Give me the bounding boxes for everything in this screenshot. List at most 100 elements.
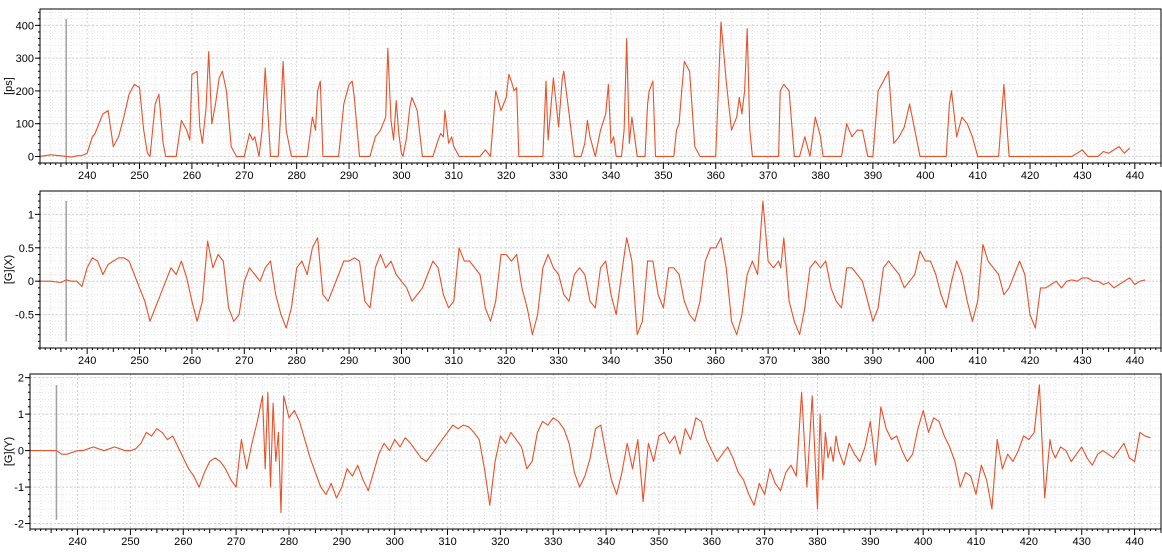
x-tick-label: 420	[1021, 355, 1039, 367]
y-tick-label: 0	[28, 276, 34, 288]
x-tick-label: 400	[914, 536, 932, 548]
x-tick-label: 340	[597, 536, 615, 548]
x-tick-label: 250	[130, 355, 148, 367]
x-tick-label: 270	[235, 355, 253, 367]
series-line	[30, 384, 1151, 514]
x-tick-label: 290	[340, 170, 358, 182]
x-tick-label: 310	[445, 170, 463, 182]
y-tick-label: 2	[18, 373, 24, 385]
x-tick-label: 240	[68, 536, 86, 548]
x-tick-label: 330	[549, 170, 567, 182]
x-tick-label: 350	[650, 536, 668, 548]
x-tick-label: 250	[121, 536, 139, 548]
plot-frame	[29, 373, 1162, 530]
x-ticks: 240 250 260 270 280 290 300 310 320 330 340 350 360 3…	[39, 348, 1162, 367]
series-line	[40, 200, 1146, 336]
x-tick-label: 390	[864, 170, 882, 182]
y-axis-title: [G](X)	[3, 255, 15, 284]
plot-frame	[39, 190, 1162, 349]
x-tick-label: 360	[707, 355, 725, 367]
x-tick-label: 380	[811, 170, 829, 182]
x-tick-label: 270	[235, 170, 253, 182]
x-tick-label: 290	[340, 355, 358, 367]
chart-panel-1: 240 250 260 270 280 290 300 310 320 330 340 350 360 3…	[3, 8, 1162, 182]
chart-panel-2: 240 250 260 270 280 290 300 310 320 330 340 350 360 3…	[3, 190, 1162, 367]
x-tick-label: 440	[1125, 536, 1143, 548]
x-tick-label: 420	[1021, 170, 1039, 182]
x-tick-label: 380	[811, 355, 829, 367]
x-tick-label: 240	[78, 170, 96, 182]
x-tick-label: 410	[967, 536, 985, 548]
x-tick-label: 310	[438, 536, 456, 548]
x-tick-label: 310	[445, 355, 463, 367]
y-tick-label: 1	[28, 209, 34, 221]
x-tick-label: 290	[333, 536, 351, 548]
x-tick-label: 380	[808, 536, 826, 548]
x-tick-label: 430	[1073, 536, 1091, 548]
x-tick-label: 390	[864, 355, 882, 367]
x-tick-label: 370	[759, 170, 777, 182]
x-tick-label: 360	[707, 170, 725, 182]
x-tick-label: 370	[759, 355, 777, 367]
y-axis-title: [ps]	[3, 77, 15, 95]
x-tick-label: 270	[227, 536, 245, 548]
y-axis-title: [G](Y)	[3, 437, 15, 466]
plot-area	[40, 9, 1161, 163]
x-tick-label: 260	[183, 170, 201, 182]
x-tick-label: 330	[544, 536, 562, 548]
x-tick-label: 430	[1073, 355, 1091, 367]
x-tick-label: 320	[491, 536, 509, 548]
y-ticks: 0 100 200 300 400	[16, 11, 40, 164]
y-ticks: -2 -1 0 1 2	[14, 373, 30, 531]
y-tick-label: 100	[16, 119, 34, 131]
x-tick-label: 400	[916, 355, 934, 367]
major-grid	[40, 9, 1161, 163]
x-tick-label: 410	[968, 355, 986, 367]
x-tick-label: 300	[392, 355, 410, 367]
x-tick-label: 440	[1126, 170, 1144, 182]
y-tick-label: 0	[28, 151, 34, 163]
minor-grid	[29, 374, 1162, 529]
x-tick-label: 360	[703, 536, 721, 548]
x-tick-label: 340	[602, 170, 620, 182]
x-tick-label: 340	[602, 355, 620, 367]
x-tick-label: 280	[287, 170, 305, 182]
x-tick-label: 300	[392, 170, 410, 182]
x-tick-label: 280	[280, 536, 298, 548]
series-line	[39, 21, 1130, 158]
major-grid	[40, 191, 1161, 348]
x-tick-label: 350	[654, 170, 672, 182]
x-tick-label: 260	[174, 536, 192, 548]
x-tick-label: 410	[968, 170, 986, 182]
x-tick-label: 370	[755, 536, 773, 548]
y-tick-label: -2	[14, 519, 24, 531]
x-tick-label: 390	[861, 536, 879, 548]
y-tick-label: 0	[18, 446, 24, 458]
y-tick-label: 300	[16, 53, 34, 65]
plot-frame	[39, 8, 1162, 164]
chart-panel-3: 240 250 260 270 280 290 300 310 320 330 340 350 360 3…	[3, 373, 1162, 548]
x-tick-label: 280	[287, 355, 305, 367]
x-tick-label: 250	[130, 170, 148, 182]
x-ticks: 240 250 260 270 280 290 300 310 320 330 340 350 360 3…	[29, 529, 1162, 548]
x-tick-label: 440	[1126, 355, 1144, 367]
y-tick-label: -0.5	[15, 310, 34, 322]
x-tick-label: 320	[497, 170, 515, 182]
x-ticks: 240 250 260 270 280 290 300 310 320 330 340 350 360 3…	[39, 163, 1162, 182]
y-tick-label: 200	[16, 86, 34, 98]
x-tick-label: 300	[385, 536, 403, 548]
x-tick-label: 320	[497, 355, 515, 367]
y-tick-label: -1	[14, 482, 24, 494]
y-tick-label: 400	[16, 20, 34, 32]
x-tick-label: 420	[1020, 536, 1038, 548]
x-tick-label: 260	[183, 355, 201, 367]
x-tick-label: 350	[654, 355, 672, 367]
y-ticks: -0.5 0 0.5 1	[15, 193, 40, 349]
x-tick-label: 400	[916, 170, 934, 182]
x-tick-label: 430	[1073, 170, 1091, 182]
y-tick-label: 0.5	[19, 243, 34, 255]
y-tick-label: 1	[18, 409, 24, 421]
x-tick-label: 240	[78, 355, 96, 367]
